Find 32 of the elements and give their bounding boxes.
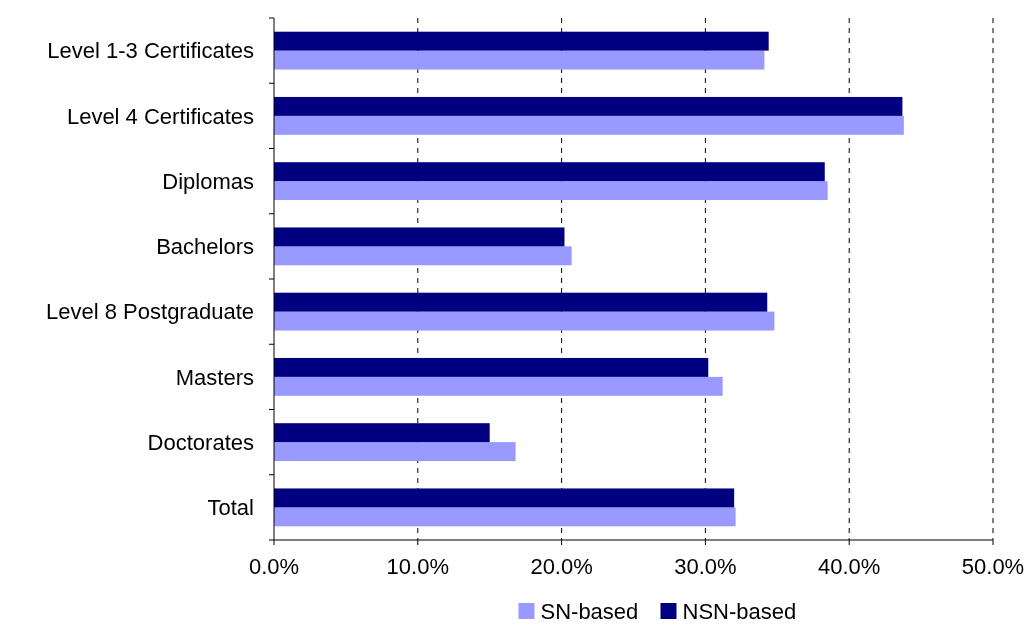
x-tick-label: 30.0% xyxy=(674,554,737,579)
bar xyxy=(274,181,828,201)
bar xyxy=(274,162,825,182)
bar xyxy=(274,442,516,462)
bar xyxy=(274,96,903,116)
x-tick-label: 0.0% xyxy=(248,554,300,579)
bar xyxy=(274,311,775,331)
y-tick-label: Masters xyxy=(175,364,254,390)
x-tick-label: 40.0% xyxy=(818,554,881,579)
y-tick-label: Doctorates xyxy=(147,429,254,455)
bar xyxy=(274,376,723,396)
y-tick-label: Level 4 Certificates xyxy=(66,103,254,129)
y-tick-label: Diplomas xyxy=(162,168,254,194)
x-tick-label: 10.0% xyxy=(386,554,449,579)
y-tick-label: Total xyxy=(207,495,254,521)
x-tick-label: 20.0% xyxy=(530,554,593,579)
bar xyxy=(274,357,709,377)
bar xyxy=(274,115,904,135)
bar xyxy=(274,423,490,443)
bar xyxy=(274,246,572,266)
y-tick-label: Bachelors xyxy=(156,234,254,260)
bar xyxy=(274,227,565,247)
bar xyxy=(274,292,768,312)
bar xyxy=(274,31,769,51)
y-tick-label: Level 8 Postgraduate xyxy=(46,299,254,325)
x-tick-label: 50.0% xyxy=(961,554,1025,579)
y-tick-label: Level 1-3 Certificates xyxy=(47,38,254,64)
legend-label: NSN-based xyxy=(682,598,797,624)
bar xyxy=(274,488,735,508)
bar xyxy=(274,507,736,527)
legend-label: SN-based xyxy=(540,598,639,624)
bar xyxy=(274,50,765,70)
